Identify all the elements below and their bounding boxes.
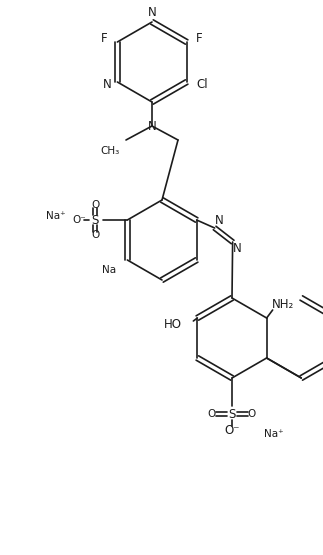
Text: O⁻: O⁻ <box>72 215 86 225</box>
Text: O⁻: O⁻ <box>224 423 240 436</box>
Text: O: O <box>208 409 216 419</box>
Text: S: S <box>92 214 99 226</box>
Text: N: N <box>103 78 112 90</box>
Text: S: S <box>228 407 236 421</box>
Text: F: F <box>196 32 203 44</box>
Text: Cl: Cl <box>197 78 208 90</box>
Text: F: F <box>101 32 108 44</box>
Text: O: O <box>91 200 99 210</box>
Text: N: N <box>233 243 242 255</box>
Text: NH₂: NH₂ <box>272 297 294 310</box>
Text: N: N <box>148 7 156 19</box>
Text: O: O <box>91 230 99 240</box>
Text: HO: HO <box>164 317 182 330</box>
Text: N: N <box>215 214 224 228</box>
Text: CH₃: CH₃ <box>101 146 120 156</box>
Text: Na⁺: Na⁺ <box>264 429 284 439</box>
Text: Na⁺: Na⁺ <box>46 211 65 221</box>
Text: N: N <box>148 119 156 133</box>
Text: O: O <box>248 409 256 419</box>
Text: Na: Na <box>102 265 116 275</box>
